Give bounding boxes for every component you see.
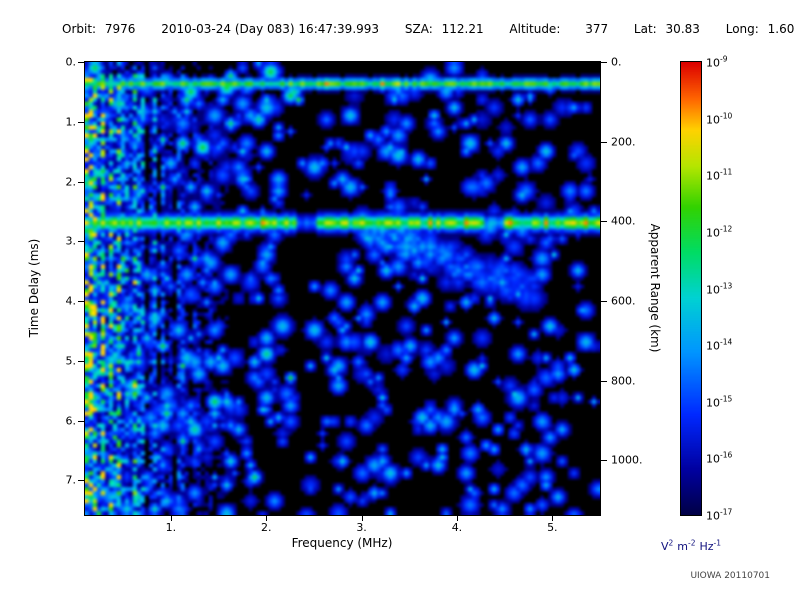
y-tick bbox=[78, 181, 84, 183]
x-tick bbox=[456, 516, 458, 521]
y-tick-label: 5. bbox=[65, 354, 77, 368]
header-long-label: Long: bbox=[725, 22, 759, 36]
y2-tick bbox=[601, 221, 607, 223]
y-tick-label: 7. bbox=[65, 473, 77, 487]
plot-area bbox=[84, 61, 601, 516]
x-axis-title: Frequency (MHz) bbox=[291, 536, 393, 550]
header-datetime: 2010-03-24 (Day 083) 16:47:39.993 bbox=[161, 22, 380, 36]
header-orbit-value: 7976 bbox=[104, 22, 136, 36]
colorbar-tick-label: 10-13 bbox=[706, 281, 733, 296]
header-long-value: 1.60 bbox=[767, 22, 795, 36]
y-tick bbox=[78, 62, 84, 63]
y2-tick bbox=[601, 460, 607, 462]
y2-tick bbox=[601, 141, 607, 143]
y2-tick-label: 200. bbox=[611, 135, 636, 149]
x-tick-label: 3. bbox=[356, 521, 367, 534]
header-lat-value: 30.83 bbox=[665, 22, 700, 36]
header-sza-value: 112.21 bbox=[441, 22, 484, 36]
y-tick bbox=[78, 301, 84, 303]
spectrogram-heatmap bbox=[85, 62, 600, 515]
y-axis-title: Time Delay (ms) bbox=[27, 238, 41, 338]
watermark: UIOWA 20110701 bbox=[690, 571, 770, 581]
header: Orbit: 7976 2010-03-24 (Day 083) 16:47:3… bbox=[62, 22, 799, 36]
y-tick bbox=[78, 420, 84, 422]
x-tick bbox=[361, 516, 363, 521]
y2-tick-label: 1000. bbox=[611, 453, 643, 467]
unit-part: V2 bbox=[660, 538, 674, 553]
x-tick-label: 4. bbox=[451, 521, 463, 534]
y-tick bbox=[78, 480, 84, 482]
unit-part: m-2 bbox=[677, 538, 696, 553]
colorbar-tick-label: 10-17 bbox=[706, 507, 733, 523]
y2-axis-title: Apparent Range (km) bbox=[648, 223, 662, 353]
y2-tick-label: 0. bbox=[611, 55, 622, 69]
x-tick bbox=[266, 516, 268, 521]
colorbar-tick-label: 10-14 bbox=[706, 337, 733, 353]
colorbar-gradient bbox=[681, 62, 701, 515]
colorbar bbox=[680, 61, 702, 516]
y2-tick-label: 800. bbox=[611, 374, 636, 388]
y-tick-label: 3. bbox=[65, 234, 77, 248]
x-tick-label: 1. bbox=[165, 521, 177, 534]
x-tick-label: 5. bbox=[547, 521, 558, 534]
x-tick bbox=[170, 516, 172, 521]
colorbar-tick-label: 10-15 bbox=[706, 394, 733, 410]
unit-part: Hz-1 bbox=[699, 538, 722, 553]
header-altitude-value: 377 bbox=[585, 22, 609, 36]
y-tick-label: 2. bbox=[65, 175, 77, 189]
y-tick-label: 6. bbox=[65, 414, 77, 428]
y-tick-label: 4. bbox=[65, 294, 77, 308]
header-orbit-label: Orbit: bbox=[62, 22, 97, 36]
y2-tick bbox=[601, 62, 607, 63]
y-tick bbox=[78, 241, 84, 243]
colorbar-tick-label: 10-12 bbox=[706, 224, 733, 240]
colorbar-tick-label: 10-9 bbox=[706, 54, 728, 70]
y2-tick bbox=[601, 301, 607, 303]
colorbar-units-label: V2 m-2 Hz-1 bbox=[636, 538, 746, 553]
y2-tick-label: 600. bbox=[611, 294, 636, 308]
y-tick bbox=[78, 360, 84, 362]
header-sza-label: SZA: bbox=[404, 22, 433, 36]
y2-tick bbox=[601, 380, 607, 382]
y-tick-label: 0. bbox=[65, 55, 77, 69]
header-lat-label: Lat: bbox=[633, 22, 657, 36]
x-tick-label: 2. bbox=[260, 521, 272, 534]
colorbar-tick-label: 10-16 bbox=[706, 451, 733, 466]
colorbar-tick-label: 10-11 bbox=[706, 167, 733, 183]
header-altitude-label: Altitude: bbox=[509, 22, 561, 36]
y-tick bbox=[78, 121, 84, 123]
y-tick-label: 1. bbox=[65, 115, 77, 129]
x-tick bbox=[552, 516, 554, 521]
colorbar-tick-label: 10-10 bbox=[706, 111, 733, 126]
y2-tick-label: 400. bbox=[611, 214, 636, 228]
